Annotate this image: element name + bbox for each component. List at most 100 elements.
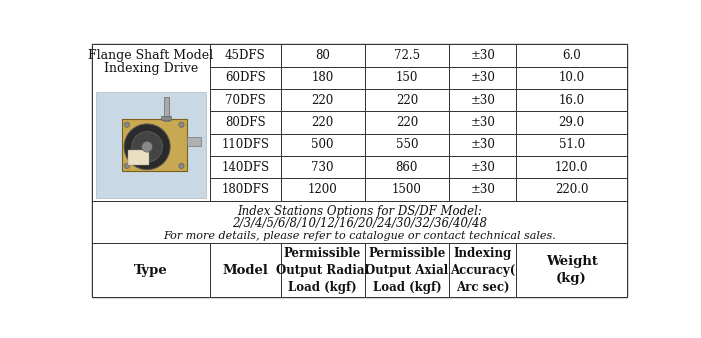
Bar xyxy=(449,44,516,67)
Bar xyxy=(449,243,516,297)
Bar xyxy=(516,89,627,112)
Text: 2/3/4/5/6/8/10/12/16/20/24/30/32/36/40/48: 2/3/4/5/6/8/10/12/16/20/24/30/32/36/40/4… xyxy=(232,217,486,230)
Bar xyxy=(161,116,171,120)
Bar xyxy=(365,112,449,134)
Bar xyxy=(516,112,627,134)
Circle shape xyxy=(124,122,130,127)
Text: 60DFS: 60DFS xyxy=(225,71,266,84)
Text: 80DFS: 80DFS xyxy=(225,116,266,129)
Bar xyxy=(210,44,280,67)
Bar xyxy=(210,112,280,134)
Text: 220: 220 xyxy=(396,116,418,129)
Bar xyxy=(280,134,365,156)
Text: 180: 180 xyxy=(311,71,334,84)
Bar xyxy=(365,44,449,67)
Bar xyxy=(92,44,210,201)
Text: For more details, please refer to catalogue or contact technical sales.: For more details, please refer to catalo… xyxy=(163,231,556,241)
Bar xyxy=(449,89,516,112)
Bar xyxy=(365,89,449,112)
Text: 72.5: 72.5 xyxy=(394,49,420,62)
Text: 220: 220 xyxy=(311,116,334,129)
Text: ±30: ±30 xyxy=(470,49,495,62)
Text: ±30: ±30 xyxy=(470,116,495,129)
Text: 10.0: 10.0 xyxy=(559,71,585,84)
Bar xyxy=(96,92,205,198)
Bar xyxy=(365,67,449,89)
Bar xyxy=(516,178,627,201)
Text: ±30: ±30 xyxy=(470,94,495,107)
Bar xyxy=(121,119,186,171)
Text: 860: 860 xyxy=(396,161,418,174)
Text: Type: Type xyxy=(134,264,168,276)
Text: 220: 220 xyxy=(311,94,334,107)
Text: 120.0: 120.0 xyxy=(555,161,588,174)
Text: 1500: 1500 xyxy=(392,183,422,196)
Text: 70DFS: 70DFS xyxy=(225,94,266,107)
Text: Weight
(kg): Weight (kg) xyxy=(545,255,597,285)
Bar xyxy=(280,89,365,112)
Text: 110DFS: 110DFS xyxy=(222,138,269,151)
Bar xyxy=(516,134,627,156)
Circle shape xyxy=(132,131,163,162)
Bar xyxy=(516,67,627,89)
Bar xyxy=(280,178,365,201)
Circle shape xyxy=(142,142,153,152)
Text: 150: 150 xyxy=(396,71,418,84)
Text: 80: 80 xyxy=(315,49,330,62)
Text: ±30: ±30 xyxy=(470,161,495,174)
Circle shape xyxy=(179,122,184,127)
Text: 180DFS: 180DFS xyxy=(222,183,269,196)
Bar xyxy=(210,67,280,89)
Bar xyxy=(516,156,627,178)
Bar xyxy=(210,178,280,201)
Text: 29.0: 29.0 xyxy=(559,116,585,129)
Bar xyxy=(516,243,627,297)
Bar xyxy=(365,178,449,201)
Text: Indexing
Accuracy(
Arc sec): Indexing Accuracy( Arc sec) xyxy=(450,247,515,294)
Text: Flange Shaft Model: Flange Shaft Model xyxy=(88,49,214,62)
Text: 500: 500 xyxy=(311,138,334,151)
Bar xyxy=(280,44,365,67)
Text: 220: 220 xyxy=(396,94,418,107)
Text: ±30: ±30 xyxy=(470,138,495,151)
Bar xyxy=(210,243,280,297)
Text: Index Stations Options for DS/DF Model:: Index Stations Options for DS/DF Model: xyxy=(237,205,482,218)
Bar xyxy=(280,112,365,134)
Text: 16.0: 16.0 xyxy=(559,94,585,107)
Bar xyxy=(449,178,516,201)
Bar xyxy=(449,134,516,156)
Text: Permissible
Output Radial
Load (kgf): Permissible Output Radial Load (kgf) xyxy=(276,247,369,294)
Bar xyxy=(128,150,149,165)
Text: 730: 730 xyxy=(311,161,334,174)
Bar xyxy=(210,156,280,178)
Bar xyxy=(163,97,169,121)
Text: ±30: ±30 xyxy=(470,183,495,196)
Text: 550: 550 xyxy=(395,138,418,151)
Text: Model: Model xyxy=(222,264,268,276)
Circle shape xyxy=(179,163,184,169)
Bar xyxy=(280,156,365,178)
Text: Indexing Drive: Indexing Drive xyxy=(104,63,198,75)
Bar xyxy=(449,156,516,178)
Bar xyxy=(449,67,516,89)
Bar xyxy=(365,134,449,156)
Bar xyxy=(186,137,200,146)
Bar xyxy=(210,89,280,112)
Text: 220.0: 220.0 xyxy=(555,183,588,196)
Bar xyxy=(92,201,627,243)
Bar xyxy=(92,243,210,297)
Text: 1200: 1200 xyxy=(308,183,337,196)
Bar xyxy=(280,243,365,297)
Text: 140DFS: 140DFS xyxy=(222,161,269,174)
Bar xyxy=(449,112,516,134)
Circle shape xyxy=(124,124,170,170)
Bar xyxy=(280,67,365,89)
Bar xyxy=(365,156,449,178)
Bar xyxy=(210,134,280,156)
Bar xyxy=(365,243,449,297)
Text: 51.0: 51.0 xyxy=(559,138,585,151)
Text: Permissible
Output Axial
Load (kgf): Permissible Output Axial Load (kgf) xyxy=(365,247,449,294)
Bar xyxy=(516,44,627,67)
Circle shape xyxy=(124,163,130,169)
Text: ±30: ±30 xyxy=(470,71,495,84)
